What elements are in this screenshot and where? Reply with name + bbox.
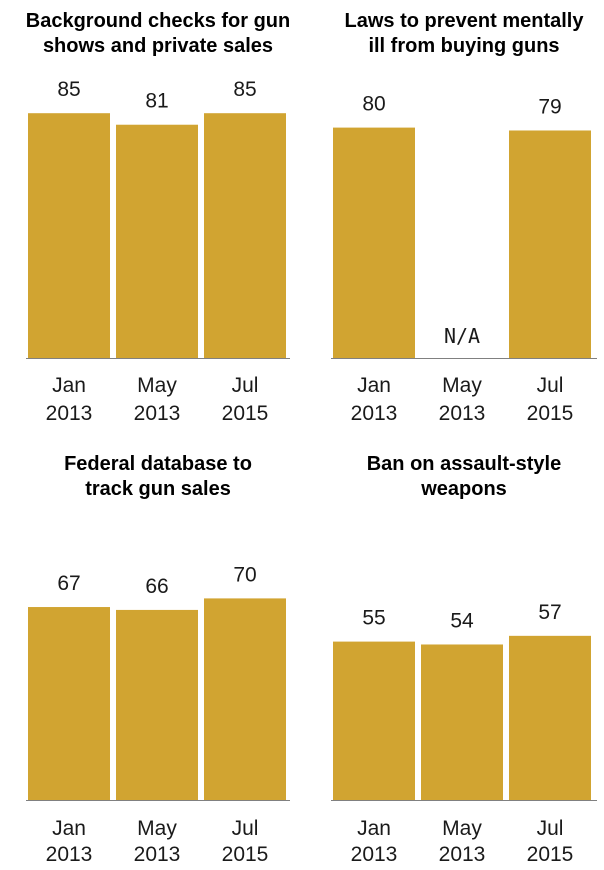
chart-1-value-label-1: 85 [57, 78, 80, 101]
chart-3-tick-label-year-3: 2015 [222, 843, 269, 865]
chart-2-value-label-1: 80 [362, 93, 385, 116]
chart-3-value-label-3: 70 [233, 563, 256, 586]
chart-1-tick-label-month-2: May [137, 374, 177, 397]
chart-1-value-label-3: 85 [233, 78, 256, 101]
chart-2-bar-3 [509, 130, 591, 358]
chart-3-tick-label-month-1: Jan [52, 817, 86, 840]
chart-3-tick-label-month-3: Jul [232, 817, 259, 840]
chart-1-bar-1 [28, 113, 110, 358]
chart-2-bar-1 [333, 127, 415, 358]
chart-3-title-line-2: track gun sales [85, 478, 231, 500]
chart-2-tick-label-month-1: Jan [357, 374, 391, 397]
chart-1-bar-2 [116, 124, 198, 358]
chart-2-value-label-3: 79 [538, 95, 561, 118]
chart-4-tick-label-year-1: 2013 [351, 843, 398, 865]
chart-3-tick-label-year-2: 2013 [134, 843, 181, 865]
chart-1-value-label-2: 81 [145, 90, 168, 113]
chart-4-bar-2 [421, 644, 503, 800]
chart-1-tick-label-year-1: 2013 [46, 402, 93, 425]
chart-2-tick-label-year-3: 2015 [527, 402, 574, 425]
chart-4-tick-label-year-3: 2015 [527, 843, 574, 865]
chart-4-tick-label-month-3: Jul [537, 817, 564, 840]
chart-3-tick-label-year-1: 2013 [46, 843, 93, 865]
chart-3-tick-label-month-2: May [137, 817, 177, 840]
chart-1-title-line-1: Background checks for gun [26, 10, 291, 32]
chart-4-value-label-3: 57 [538, 601, 561, 624]
chart-4-tick-label-year-2: 2013 [439, 843, 486, 865]
chart-4-value-label-2: 54 [450, 609, 474, 632]
chart-3-bar-3 [204, 598, 286, 800]
chart-3-value-label-1: 67 [57, 572, 80, 595]
chart-2-tick-label-month-2: May [442, 374, 482, 397]
chart-1-tick-label-year-3: 2015 [222, 402, 269, 425]
chart-3-value-label-2: 66 [145, 575, 168, 598]
chart-4-tick-label-month-2: May [442, 817, 482, 840]
chart-2-value-label-2: N/A [444, 324, 480, 348]
chart-4-bar-1 [333, 641, 415, 800]
chart-1-tick-label-month-1: Jan [52, 374, 86, 397]
chart-2-title-line-1: Laws to prevent mentally [345, 10, 585, 32]
chart-2-tick-label-year-2: 2013 [439, 402, 486, 425]
chart-2-title-line-2: ill from buying guns [368, 35, 559, 57]
chart-4-title-line-2: weapons [420, 478, 507, 500]
chart-1-bar-3 [204, 113, 286, 358]
chart-1-title-line-2: shows and private sales [43, 35, 273, 57]
chart-4-value-label-1: 55 [362, 607, 385, 630]
chart-2-tick-label-month-3: Jul [537, 374, 564, 397]
chart-4-tick-label-month-1: Jan [357, 817, 391, 840]
chart-3-bar-2 [116, 609, 198, 800]
chart-3-title-line-1: Federal database to [64, 453, 252, 475]
chart-4-bar-3 [509, 635, 591, 800]
chart-3-bar-1 [28, 607, 110, 800]
chart-2-tick-label-year-1: 2013 [351, 402, 398, 425]
chart-1-tick-label-month-3: Jul [232, 374, 259, 397]
chart-1-tick-label-year-2: 2013 [134, 402, 181, 425]
chart-4-title-line-1: Ban on assault-style [367, 453, 562, 475]
